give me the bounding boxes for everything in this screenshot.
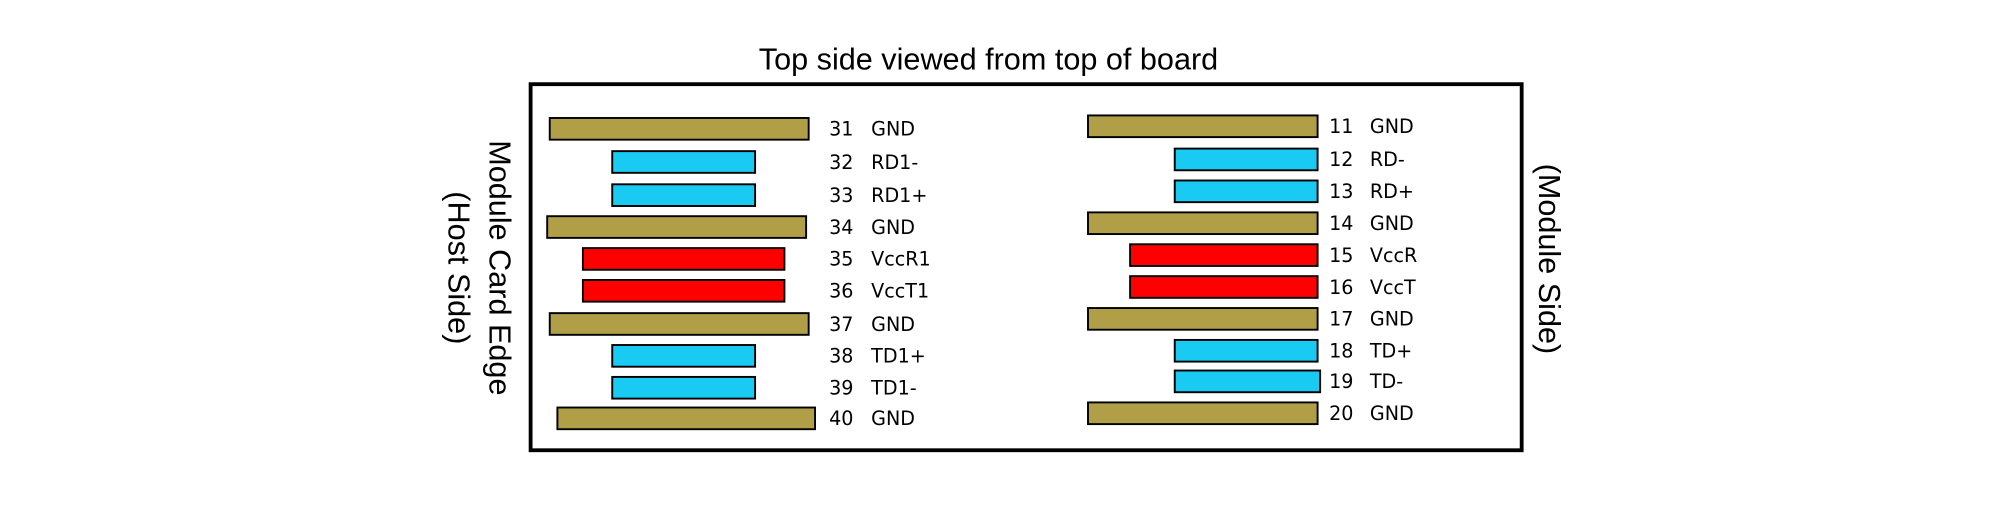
pin-number: 37: [829, 313, 853, 336]
pin-number: 18: [1329, 340, 1353, 363]
side-label: (Module Side): [1532, 164, 1566, 355]
pin-name: GND: [1370, 115, 1414, 138]
pin-name: TD-: [1369, 370, 1403, 393]
pin-number: 38: [829, 345, 853, 368]
pin-pad: [556, 406, 817, 431]
pin-name: RD+: [1370, 180, 1414, 203]
pin-pad: [1173, 147, 1319, 172]
pin-number: 13: [1329, 180, 1353, 203]
pin-name: GND: [1370, 402, 1414, 425]
pin-pad: [1129, 243, 1319, 267]
pin-name: TD+: [1369, 340, 1412, 363]
pin-name: VccR1: [871, 248, 931, 271]
pin-number: 39: [829, 377, 853, 400]
pin-pad: [1087, 114, 1319, 139]
pin-number: 36: [829, 280, 853, 303]
pin-name: VccT: [1370, 276, 1416, 299]
pin-number: 34: [829, 216, 853, 239]
pin-pad: [581, 279, 786, 303]
title: Top side viewed from top of board: [759, 42, 1218, 76]
pin-pad: [1173, 369, 1322, 394]
side-label: (Host Side): [442, 191, 476, 344]
pin-name: TD1-: [870, 377, 916, 400]
pin-pad: [581, 247, 786, 271]
pin-number: 12: [1329, 148, 1353, 171]
pin-number: 35: [829, 248, 853, 271]
pin-pad: [1173, 179, 1319, 204]
pin-name: VccR: [1370, 244, 1417, 267]
pin-number: 19: [1329, 370, 1353, 393]
pin-pad: [611, 375, 757, 400]
pin-number: 11: [1329, 115, 1353, 138]
pin-pad: [1129, 275, 1319, 299]
pin-number: 31: [829, 118, 853, 141]
side-label: Module Card Edge: [482, 140, 516, 395]
pin-name: GND: [871, 313, 915, 336]
pin-number: 32: [829, 151, 853, 174]
pin-number: 40: [829, 407, 853, 430]
pin-pad: [546, 215, 808, 239]
pin-pad: [548, 117, 810, 141]
pin-name: RD1+: [871, 184, 927, 207]
pin-name: GND: [871, 407, 915, 430]
pin-name: GND: [1370, 308, 1414, 331]
pin-name: VccT1: [871, 280, 929, 303]
pin-number: 20: [1329, 402, 1353, 425]
pin-name: TD1+: [870, 345, 926, 368]
pin-name: GND: [871, 118, 915, 141]
pin-pad: [1087, 211, 1319, 236]
pin-pad: [1087, 307, 1319, 331]
pin-name: GND: [1370, 212, 1414, 235]
pin-number: 33: [829, 184, 853, 207]
pin-pad: [611, 183, 757, 207]
pin-number: 16: [1329, 276, 1353, 299]
pin-number: 17: [1329, 308, 1353, 331]
pin-pad: [611, 150, 757, 174]
pin-pad: [611, 344, 757, 368]
pin-name: RD-: [1370, 148, 1405, 171]
pin-number: 14: [1329, 212, 1353, 235]
pin-pad: [1173, 338, 1319, 363]
pin-number: 15: [1329, 244, 1353, 267]
pin-name: GND: [871, 216, 915, 239]
pin-name: RD1-: [871, 151, 918, 174]
pin-pad: [548, 312, 810, 336]
board-outline: [528, 82, 1524, 453]
pin-pad: [1087, 401, 1319, 426]
